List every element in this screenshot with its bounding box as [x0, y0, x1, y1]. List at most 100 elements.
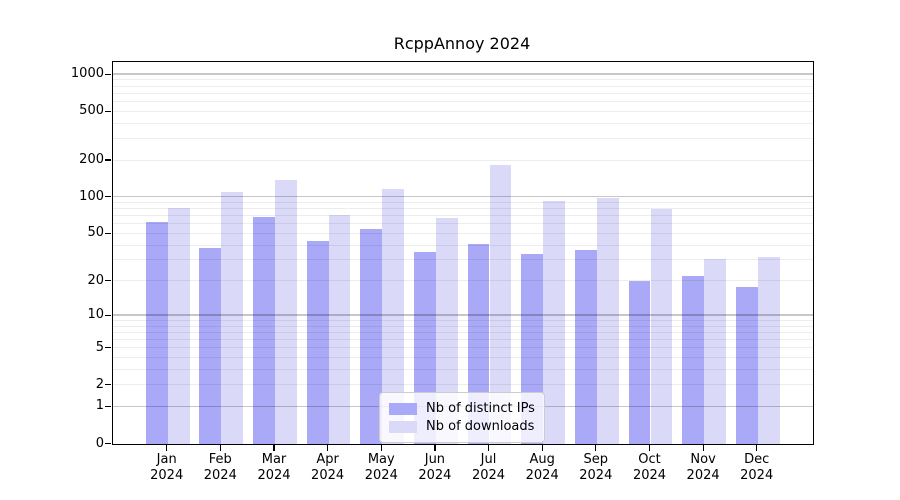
- x-axis-tick-year: 2024: [150, 467, 184, 483]
- y-axis-tick: [105, 110, 111, 112]
- x-axis-tick-year: 2024: [471, 467, 506, 483]
- x-axis-tick: [166, 445, 168, 451]
- gridline-minor: [113, 339, 813, 340]
- x-axis-tick: [756, 445, 758, 451]
- y-axis-tick: [105, 159, 111, 161]
- x-axis-tick-label: Oct 2024: [618, 452, 682, 484]
- gridline-minor: [113, 159, 813, 161]
- bar-distinct-ips-oct: [628, 281, 651, 444]
- y-axis-tick-label: 0: [95, 435, 104, 451]
- gridline-minor: [113, 347, 813, 349]
- x-axis-tick-label: Jul 2024: [457, 452, 521, 484]
- x-axis-tick: [327, 445, 329, 451]
- gridline-major: [113, 73, 813, 75]
- x-axis-tick: [434, 445, 436, 451]
- gridline-minor: [113, 137, 813, 139]
- gridline-minor: [113, 215, 813, 217]
- x-axis-tick-year: 2024: [632, 467, 667, 483]
- legend: Nb of distinct IPs Nb of downloads: [379, 392, 545, 443]
- x-axis-tick-label: Apr 2024: [296, 452, 360, 484]
- plot-area: Nb of distinct IPs Nb of downloads: [112, 61, 814, 445]
- gridline-minor: [113, 79, 813, 81]
- gridline-major: [113, 314, 813, 316]
- bar-distinct-ips-apr: [306, 240, 329, 444]
- x-axis-tick: [380, 445, 382, 451]
- chart-title: RcppAnnoy 2024: [393, 34, 531, 53]
- y-axis-tick: [105, 405, 111, 408]
- bar-distinct-ips-feb: [199, 248, 222, 444]
- x-axis-tick-label: Aug 2024: [510, 452, 574, 484]
- bar-distinct-ips-may: [360, 228, 383, 444]
- legend-entry-downloads: Nb of downloads: [389, 418, 535, 435]
- bar-downloads-jul: [489, 165, 512, 444]
- x-axis-tick: [648, 445, 651, 451]
- x-axis-tick-label: Dec 2024: [725, 452, 789, 484]
- y-axis-tick-label: 10: [87, 307, 104, 323]
- gridline-minor: [113, 357, 813, 358]
- bar-downloads-sep: [596, 198, 619, 444]
- y-axis-tick-label: 100: [79, 188, 104, 204]
- y-axis-tick: [105, 347, 111, 349]
- legend-entry-distinct-ips: Nb of distinct IPs: [389, 400, 535, 417]
- bar-distinct-ips-mar: [253, 216, 275, 444]
- y-axis-tick: [105, 73, 111, 75]
- legend-label-distinct-ips: Nb of distinct IPs: [426, 401, 535, 416]
- bar-distinct-ips-sep: [574, 249, 597, 444]
- gridline-minor: [113, 280, 813, 282]
- gridline-minor: [113, 122, 813, 124]
- x-axis-tick: [487, 445, 490, 451]
- x-axis-tick: [702, 445, 704, 451]
- x-axis-tick-label: May 2024: [349, 452, 413, 484]
- gridline-minor: [113, 244, 813, 246]
- x-axis-tick-year: 2024: [686, 467, 720, 483]
- y-axis-tick-label: 50: [87, 225, 104, 241]
- legend-swatch-distinct-ips: [389, 402, 417, 415]
- x-axis-tick-year: 2024: [740, 467, 774, 483]
- y-axis-tick: [105, 384, 111, 386]
- gridline-minor: [113, 92, 813, 94]
- x-axis-tick: [273, 445, 275, 451]
- gridline-minor: [113, 232, 813, 234]
- bar-distinct-ips-dec: [735, 286, 758, 444]
- y-axis-tick-label: 1: [95, 398, 104, 414]
- y-axis-tick: [105, 280, 111, 282]
- bar-downloads-dec: [757, 257, 780, 444]
- x-axis-tick-year: 2024: [257, 467, 291, 483]
- legend-swatch-downloads: [389, 420, 417, 433]
- bar-downloads-nov: [704, 258, 726, 444]
- y-axis-tick-label: 500: [79, 103, 104, 119]
- legend-label-downloads: Nb of downloads: [426, 419, 535, 434]
- y-axis-tick-label: 2: [95, 376, 104, 392]
- y-axis-tick: [105, 196, 111, 198]
- gridline-minor: [113, 101, 813, 102]
- gridline-minor: [113, 325, 813, 327]
- gridline-minor: [113, 319, 813, 321]
- bar-distinct-ips-nov: [682, 276, 705, 444]
- y-axis-tick: [105, 232, 111, 234]
- x-axis-tick-label: Mar 2024: [242, 452, 306, 484]
- x-axis-tick-year: 2024: [203, 467, 237, 483]
- x-axis-tick: [595, 445, 597, 451]
- gridline-minor: [113, 85, 813, 87]
- gridline-minor: [113, 110, 813, 112]
- gridline-minor: [113, 368, 813, 370]
- bar-downloads-mar: [275, 179, 297, 444]
- gridline-minor: [113, 201, 813, 203]
- x-axis-tick-label: Feb 2024: [188, 452, 252, 484]
- gridline-minor: [113, 331, 813, 333]
- bar-downloads-may: [382, 188, 405, 444]
- gridline-major: [113, 195, 813, 198]
- gridline-minor: [113, 384, 813, 386]
- bar-downloads-feb: [221, 192, 244, 444]
- gridline-minor: [113, 223, 813, 225]
- x-axis-tick: [219, 445, 221, 451]
- bar-downloads-jan: [167, 208, 190, 444]
- x-axis-tick-year: 2024: [364, 467, 398, 483]
- y-axis-tick: [105, 314, 111, 316]
- y-axis-tick: [105, 442, 111, 445]
- x-axis-tick-year: 2024: [418, 467, 452, 483]
- bar-downloads-aug: [543, 201, 566, 444]
- bar-downloads-apr: [328, 214, 351, 444]
- x-axis-tick-label: Jan 2024: [135, 452, 199, 484]
